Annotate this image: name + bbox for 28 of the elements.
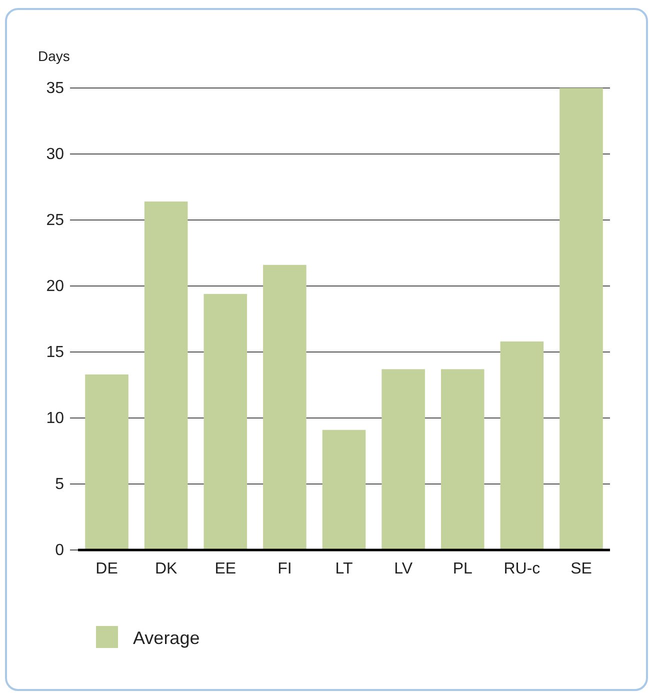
bar [263,264,306,550]
y-tick-label: 5 [55,476,64,494]
y-tick-label: 0 [55,542,64,560]
x-tick-label: FI [278,560,292,578]
bar [204,294,248,550]
y-axis-title: Days [38,48,70,64]
legend-label: Average [133,628,200,648]
y-tick-label: 25 [46,212,64,230]
y-tick-label: 35 [46,80,64,98]
y-tick-label: 30 [46,146,64,164]
y-tick-label: 15 [46,344,64,362]
x-tick-label: LT [335,560,353,578]
x-tick-label: DK [154,560,178,578]
bar [322,430,366,550]
x-tick-label: EE [214,560,236,578]
bar [382,369,425,550]
bar [500,341,544,550]
x-tick-label: DE [96,560,118,578]
x-tick-label: PL [452,560,472,578]
x-tick-label: LV [394,560,413,578]
y-tick-label: 20 [46,278,64,296]
bar [440,369,484,550]
x-tick-label: RU-c [504,560,540,578]
x-tick-label: SE [570,560,592,578]
bar [85,374,128,550]
bar [560,88,603,550]
bar [144,202,188,550]
y-tick-label: 10 [46,410,64,428]
